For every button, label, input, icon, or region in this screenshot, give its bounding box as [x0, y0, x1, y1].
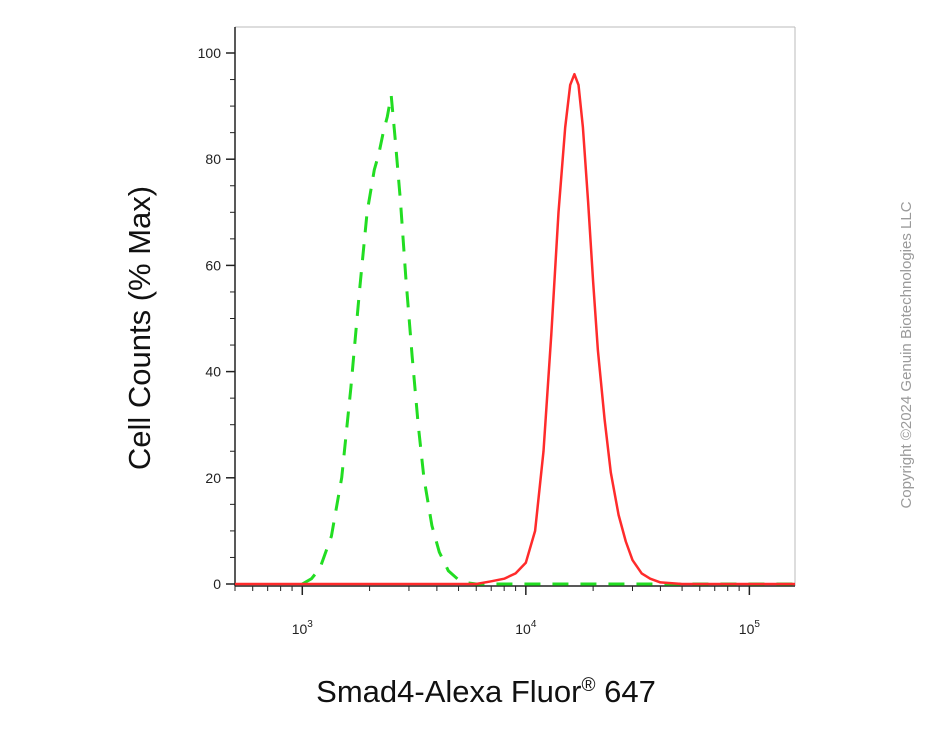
y-tick-label: 40 [205, 364, 221, 380]
green-dashed-histogram-line [301, 94, 795, 586]
y-axis-title: Cell Counts (% Max) [122, 186, 157, 470]
x-axis-title-tail: 647 [596, 674, 656, 709]
series-layer [235, 72, 795, 586]
x-tick-label: 103 [292, 619, 314, 637]
x-axis-ticks: 103 104 105 [234, 586, 761, 637]
x-axis-title-registered-mark: ® [582, 675, 596, 696]
copyright-text: Copyright ©2024 Genuin Biotechnologies L… [898, 201, 915, 508]
red-solid-histogram-line [235, 72, 795, 586]
x-tick-label: 104 [515, 619, 537, 637]
y-tick-label: 20 [205, 470, 221, 486]
y-tick-label: 60 [205, 257, 221, 273]
y-tick-label: 80 [205, 151, 221, 167]
y-tick-label: 0 [213, 576, 221, 592]
plot-frame [234, 26, 796, 587]
y-tick-label: 100 [198, 45, 222, 61]
x-tick-label: 105 [739, 619, 761, 637]
x-axis-title-main: Smad4-Alexa Fluor [316, 674, 581, 709]
y-axis-ticks: 0 20 40 60 80 100 [198, 45, 235, 592]
x-axis-title: Smad4-Alexa Fluor® 647 [316, 674, 656, 709]
